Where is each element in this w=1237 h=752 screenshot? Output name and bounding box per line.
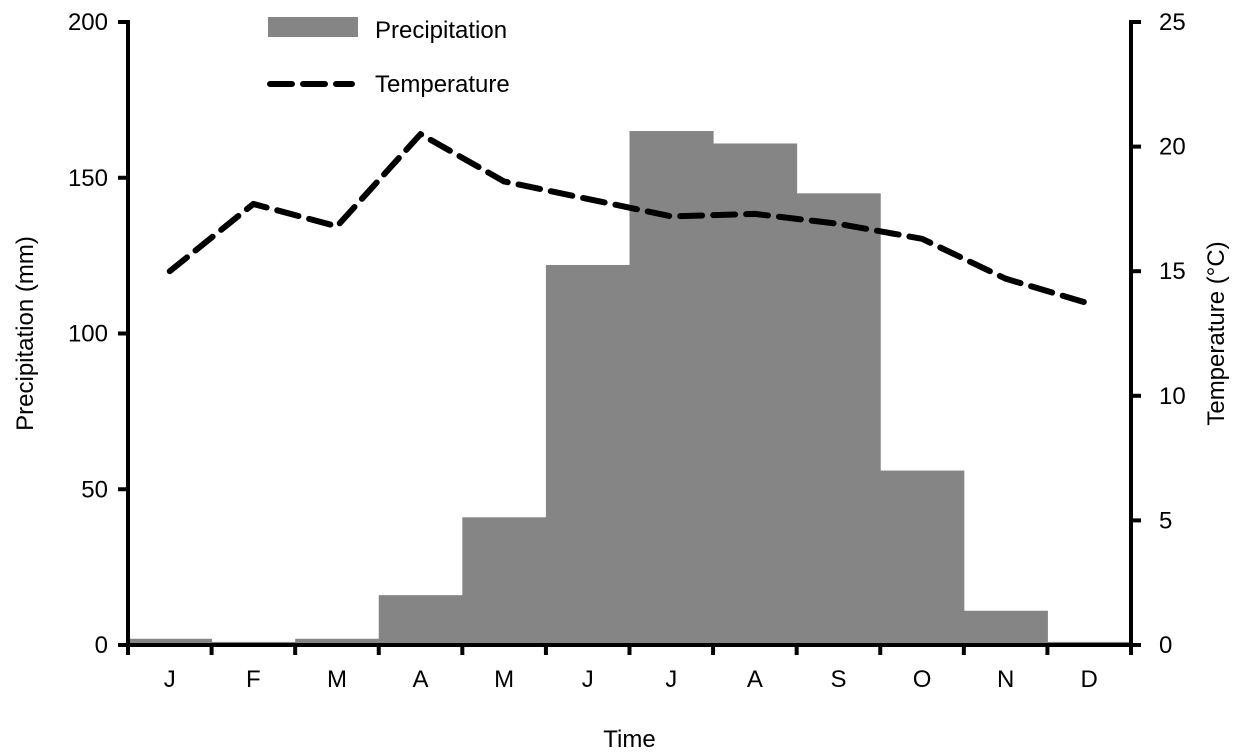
x-tick-label: S [830, 666, 846, 693]
left-y-tick-label: 100 [68, 321, 108, 348]
left-y-axis-title: Precipitation (mm) [12, 236, 39, 431]
x-axis-title: Time [603, 726, 655, 752]
legend-precipitation-swatch [268, 17, 358, 37]
precipitation-bar [880, 470, 965, 645]
x-tick-label: N [997, 666, 1014, 693]
right-y-tick-label: 0 [1159, 632, 1172, 659]
legend-precipitation-label: Precipitation [375, 17, 507, 44]
precipitation-bar [295, 638, 380, 645]
precipitation-bar [128, 638, 213, 645]
legend-temperature-label: Temperature [375, 71, 510, 98]
temperature-line [166, 131, 1093, 307]
x-tick-label: F [246, 666, 261, 693]
x-tick-label: O [913, 666, 932, 693]
axes: 0 50 100 150 200 0 5 10 15 20 25 J F M A M J J A S O N D [68, 9, 1186, 693]
precipitation-bar [378, 595, 463, 645]
precipitation-bar [713, 143, 798, 646]
right-y-axis-title: Temperature (°C) [1203, 241, 1230, 425]
right-y-tick-label: 5 [1159, 507, 1172, 534]
left-y-tick-label: 0 [95, 632, 108, 659]
x-tick-label: M [327, 666, 347, 693]
x-tick-label: A [413, 666, 429, 693]
x-tick-label: J [582, 666, 594, 693]
right-y-tick-label: 20 [1159, 134, 1186, 161]
precipitation-bar [963, 610, 1048, 645]
left-y-tick-label: 50 [81, 476, 108, 503]
left-y-tick-label: 200 [68, 9, 108, 36]
x-tick-label: A [747, 666, 763, 693]
precipitation-bar [629, 131, 714, 645]
right-y-tick-label: 25 [1159, 9, 1186, 36]
temperature-line-group [166, 131, 1093, 307]
precipitation-bar [462, 517, 547, 645]
left-y-tick-label: 150 [68, 165, 108, 192]
legend: Precipitation Temperature [267, 17, 510, 98]
x-tick-label: M [494, 666, 514, 693]
x-tick-label: D [1081, 666, 1098, 693]
precipitation-bar [796, 193, 881, 645]
x-tick-label: J [665, 666, 677, 693]
right-y-tick-label: 15 [1159, 258, 1186, 285]
precipitation-bar [545, 264, 630, 645]
right-y-tick-label: 10 [1159, 383, 1186, 410]
x-tick-label: J [164, 666, 176, 693]
